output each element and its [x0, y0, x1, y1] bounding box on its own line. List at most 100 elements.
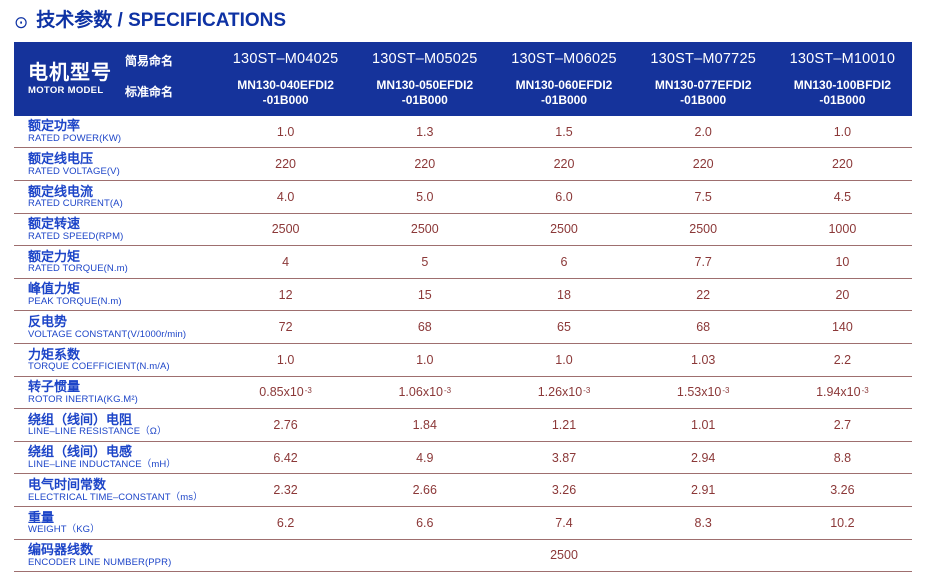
spec-value-cell: 10.2 — [830, 515, 855, 530]
spec-value-cell: 1000 — [828, 222, 857, 237]
row-label-cn: 额定线电流 — [28, 183, 94, 199]
spec-row-label: 重量 WEIGHT（KG） — [14, 507, 216, 539]
spec-value-cell: 1.84 — [412, 418, 437, 433]
spec-row-torque-coefficient: 力矩系数 TORQUE COEFFICIENT(N.m/A) 1.0 1.0 1… — [14, 344, 912, 377]
spec-row-label: 额定功率 RATED POWER(KW) — [14, 116, 216, 148]
standard-name-line2: -01B000 — [680, 93, 727, 108]
model-column-header: 130ST–M05025 MN130-050EFDI2 -01B000 — [355, 42, 494, 116]
spec-value-cell: 4 — [282, 255, 290, 270]
row-label-en: RATED CURRENT(A) — [28, 198, 123, 210]
spec-value-cell: 220 — [414, 157, 436, 172]
spec-value-cell: 2500 — [689, 222, 718, 237]
row-label-en: RATED POWER(KW) — [28, 133, 122, 145]
table-header: 电机型号 MOTOR MODEL 简易命名 标准命名 130ST–M04025 … — [14, 41, 912, 116]
standard-name-line2: -01B000 — [401, 93, 448, 108]
spec-row-peak-torque: 峰值力矩 PEAK TORQUE(N.m) 12 15 18 22 20 — [14, 279, 912, 312]
spec-row-label: 额定转速 RATED SPEED(RPM) — [14, 214, 216, 246]
row-label-en: ENCODER LINE NUMBER(PPR) — [28, 556, 172, 568]
spec-value-cell: 65 — [557, 320, 571, 335]
row-label-cn: 额定线电压 — [28, 151, 94, 167]
spec-row-voltage-constant: 反电势 VOLTAGE CONSTANT(V/1000r/min) 72 68 … — [14, 311, 912, 345]
spec-value-cell: 1.94x10 -3 — [816, 385, 869, 400]
spec-row-encoder-line-number: 编码器线数 ENCODER LINE NUMBER(PPR) 2500 — [14, 540, 912, 573]
spec-value-cell: 8.8 — [833, 450, 852, 465]
spec-value-cell: 140 — [831, 320, 853, 335]
spec-value-cell: 1.3 — [416, 124, 434, 139]
row-label-en: LINE–LINE RESISTANCE（Ω） — [28, 426, 167, 438]
motor-model-header-cell: 电机型号 MOTOR MODEL 简易命名 标准命名 — [14, 42, 216, 116]
row-label-en: PEAK TORQUE(N.m) — [28, 295, 122, 307]
spec-value-cell: 1.0 — [276, 124, 295, 139]
spec-value-cell: 1.5 — [555, 124, 573, 139]
row-label-cn: 转子惯量 — [28, 379, 81, 395]
spec-row-label: 峰值力矩 PEAK TORQUE(N.m) — [14, 279, 216, 311]
spec-value-cell: 4.5 — [833, 189, 852, 204]
spec-value-cell: 1.06x10 -3 — [398, 385, 452, 400]
motor-model-label-en: MOTOR MODEL — [28, 84, 104, 96]
spec-value-cell: 1.53x10 -3 — [676, 385, 730, 400]
spec-row-label: 力矩系数 TORQUE COEFFICIENT(N.m/A) — [14, 344, 216, 376]
model-standard-name: MN130-077EFDI2 -01B000 — [655, 76, 752, 116]
model-standard-name: MN130-050EFDI2 -01B000 — [376, 76, 473, 116]
row-label-cn: 重量 — [28, 509, 55, 525]
value-base: 1.94x10 — [816, 385, 861, 400]
spec-value-cell: 220 — [275, 157, 297, 172]
spec-value-cell: 2.66 — [412, 483, 437, 498]
spec-row-label: 反电势 VOLTAGE CONSTANT(V/1000r/min) — [14, 311, 216, 343]
model-standard-name: MN130-060EFDI2 -01B000 — [516, 76, 613, 116]
spec-value-cell: 4.0 — [276, 189, 295, 204]
circled-dot-icon: ⊙ — [14, 12, 29, 32]
spec-row-weight: 重量 WEIGHT（KG） 6.2 6.6 7.4 8.3 10.2 — [14, 507, 912, 540]
model-column-header: 130ST–M10010 MN130-100BFDI2 -01B000 — [773, 42, 912, 116]
row-label-cn: 电气时间常数 — [28, 476, 107, 492]
model-standard-name: MN130-040EFDI2 -01B000 — [237, 76, 334, 116]
row-label-en: ELECTRICAL TIME–CONSTANT（ms） — [28, 491, 203, 503]
model-column-header: 130ST–M04025 MN130-040EFDI2 -01B000 — [216, 42, 355, 116]
spec-row-electrical-time-constant: 电气时间常数 ELECTRICAL TIME–CONSTANT（ms） 2.32… — [14, 474, 912, 508]
spec-value-cell: 68 — [696, 320, 711, 335]
spec-row-label: 额定线电流 RATED CURRENT(A) — [14, 181, 216, 213]
spec-value-cell: 6.6 — [416, 515, 434, 530]
model-simple-name: 130ST–M10010 — [789, 50, 896, 67]
value-base: 1.26x10 — [537, 385, 583, 400]
model-standard-name: MN130-100BFDI2 -01B000 — [794, 76, 891, 116]
spec-value-cell: 1.0 — [833, 124, 852, 139]
spec-row-label: 绕组（线间）电感 LINE–LINE INDUCTANCE（mH） — [14, 442, 216, 474]
section-title-text: 技术参数 / SPECIFICATIONS — [36, 10, 287, 31]
spec-row-rated-torque: 额定力矩 RATED TORQUE(N.m) 4 5 6 7.7 10 — [14, 246, 912, 279]
spec-value-cell: 1.01 — [691, 418, 716, 433]
spec-row-label: 绕组（线间）电阻 LINE–LINE RESISTANCE（Ω） — [14, 409, 216, 441]
standard-name-line2: -01B000 — [540, 93, 587, 108]
model-column-header: 130ST–M07725 MN130-077EFDI2 -01B000 — [634, 42, 773, 116]
spec-value-cell: 22 — [696, 287, 711, 302]
spec-value-cell: 4.9 — [416, 450, 434, 465]
row-label-en: LINE–LINE INDUCTANCE（mH） — [28, 458, 176, 470]
spec-value-cell: 2.94 — [691, 450, 716, 465]
row-label-cn: 额定力矩 — [28, 248, 81, 264]
naming-labels: 简易命名 标准命名 — [125, 42, 173, 116]
spec-value-cell: 20 — [835, 287, 850, 302]
standard-name-label: 标准命名 — [125, 84, 174, 99]
simple-name-label: 简易命名 — [125, 53, 174, 68]
spec-value-cell: 2.32 — [273, 483, 298, 498]
spec-value-cell: 1.0 — [276, 352, 295, 367]
spec-value-cell: 0.85x10 -3 — [259, 385, 312, 400]
standard-name-line1: MN130-060EFDI2 — [515, 78, 613, 93]
spec-row-rated-voltage: 额定线电压 RATED VOLTAGE(V) 220 220 220 220 2… — [14, 148, 912, 182]
spec-value-cell: 10 — [835, 255, 850, 270]
row-label-cn: 编码器线数 — [28, 542, 94, 558]
row-label-cn: 峰值力矩 — [28, 281, 81, 297]
spec-value-cell: 7.7 — [694, 255, 712, 270]
spec-row-rated-current: 额定线电流 RATED CURRENT(A) 4.0 5.0 6.0 7.5 4… — [14, 181, 912, 214]
row-label-cn: 绕组（线间）电感 — [28, 444, 133, 460]
spec-value-cell: 12 — [278, 287, 293, 302]
standard-name-line1: MN130-040EFDI2 — [237, 78, 334, 93]
row-label-en: RATED TORQUE(N.m) — [28, 263, 128, 275]
spec-value-cell: 220 — [553, 157, 575, 172]
spec-value-cell: 6.2 — [276, 515, 295, 530]
spec-row-rated-speed: 额定转速 RATED SPEED(RPM) 2500 2500 2500 250… — [14, 214, 912, 247]
spec-value-cell: 5 — [421, 255, 429, 270]
motor-model-label-cn: 电机型号 — [28, 61, 112, 84]
standard-name-line1: MN130-050EFDI2 — [376, 78, 474, 93]
